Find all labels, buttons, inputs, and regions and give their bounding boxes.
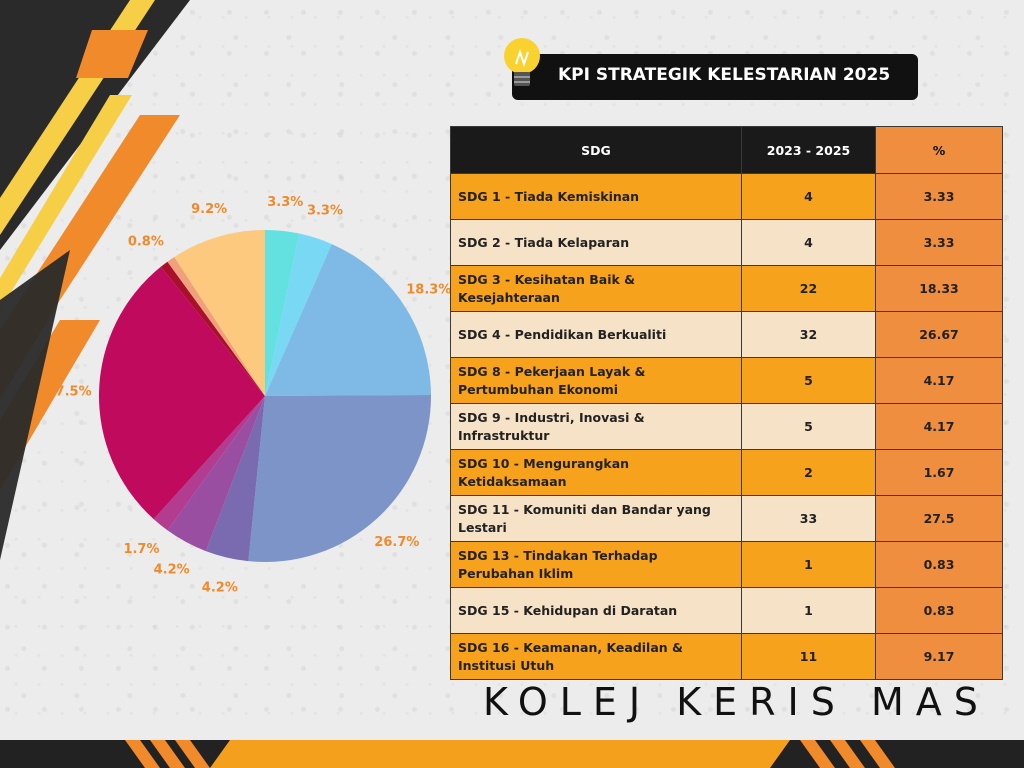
table-row: SDG 4 - Pendidikan Berkualiti 32 26.67 — [450, 311, 1003, 358]
pie-slice — [174, 230, 265, 396]
pie-data-label: 4.2% — [154, 562, 190, 577]
cell-sdg: SDG 16 - Keamanan, Keadilan & Institusi … — [450, 633, 742, 680]
pie-slice — [167, 396, 265, 552]
table-row: SDG 11 - Komuniti dan Bandar yang Lestar… — [450, 495, 1003, 542]
col-header-sdg: SDG — [450, 126, 742, 174]
pie-data-label: 27.5% — [47, 384, 92, 399]
cell-count: 22 — [741, 265, 876, 312]
cell-count: 4 — [741, 173, 876, 220]
pie-slice — [265, 233, 332, 396]
cell-percent: 26.67 — [875, 311, 1003, 358]
cell-percent: 4.17 — [875, 357, 1003, 404]
table-header-row: SDG 2023 - 2025 % — [450, 126, 1003, 174]
cell-count: 1 — [741, 587, 876, 634]
cell-count: 5 — [741, 403, 876, 450]
cell-percent: 4.17 — [875, 403, 1003, 450]
cell-count: 33 — [741, 495, 876, 542]
cell-sdg: SDG 1 - Tiada Kemiskinan — [450, 173, 742, 220]
cell-percent: 3.33 — [875, 219, 1003, 266]
pie-slice — [248, 394, 432, 562]
cell-sdg: SDG 2 - Tiada Kelaparan — [450, 219, 742, 266]
pie-slice — [160, 261, 265, 396]
cell-count: 1 — [741, 541, 876, 588]
cell-percent: 0.83 — [875, 541, 1003, 588]
cell-percent: 18.33 — [875, 265, 1003, 312]
pie-slice — [205, 396, 265, 562]
pie-slice — [265, 230, 300, 396]
title-bar — [512, 54, 918, 100]
cell-percent: 3.33 — [875, 173, 1003, 220]
pie-slice — [153, 396, 265, 531]
col-header-period: 2023 - 2025 — [741, 126, 876, 174]
pie-data-label: 3.3% — [267, 195, 303, 210]
cell-count: 4 — [741, 219, 876, 266]
pie-data-label: 26.7% — [374, 535, 419, 550]
pie-data-label: 4.2% — [202, 581, 238, 596]
cell-count: 11 — [741, 633, 876, 680]
table-row: SDG 16 - Keamanan, Keadilan & Institusi … — [450, 633, 1003, 680]
kpi-table: SDG 2023 - 2025 % SDG 1 - Tiada Kemiskin… — [450, 126, 1003, 680]
table-row: SDG 2 - Tiada Kelaparan 4 3.33 — [450, 219, 1003, 266]
table-row: SDG 10 - Mengurangkan Ketidaksamaan 2 1.… — [450, 449, 1003, 496]
cell-count: 2 — [741, 449, 876, 496]
cell-percent: 27.5 — [875, 495, 1003, 542]
cell-sdg: SDG 13 - Tindakan Terhadap Perubahan Ikl… — [450, 541, 742, 588]
pie-data-label: 3.3% — [307, 203, 343, 218]
pie-data-label: 0.8% — [128, 234, 164, 249]
cell-sdg: SDG 11 - Komuniti dan Bandar yang Lestar… — [450, 495, 742, 542]
pie-data-label: 18.3% — [406, 282, 451, 297]
cell-count: 32 — [741, 311, 876, 358]
cell-percent: 9.17 — [875, 633, 1003, 680]
pie-slice — [265, 244, 431, 396]
cell-sdg: SDG 10 - Mengurangkan Ketidaksamaan — [450, 449, 742, 496]
pie-slice — [99, 266, 266, 520]
table-row: SDG 3 - Kesihatan Baik & Kesejahteraan 2… — [450, 265, 1003, 312]
cell-sdg: SDG 8 - Pekerjaan Layak & Pertumbuhan Ek… — [450, 357, 742, 404]
pie-slice — [167, 256, 265, 396]
cell-sdg: SDG 3 - Kesihatan Baik & Kesejahteraan — [450, 265, 742, 312]
cell-count: 5 — [741, 357, 876, 404]
table-row: SDG 9 - Industri, Inovasi & Infrastruktu… — [450, 403, 1003, 450]
cell-percent: 0.83 — [875, 587, 1003, 634]
pie-data-label: 1.7% — [123, 542, 159, 557]
table-row: SDG 8 - Pekerjaan Layak & Pertumbuhan Ek… — [450, 357, 1003, 404]
table-row: SDG 1 - Tiada Kemiskinan 4 3.33 — [450, 173, 1003, 220]
cell-sdg: SDG 15 - Kehidupan di Daratan — [450, 587, 742, 634]
pie-data-label: 9.2% — [191, 202, 227, 217]
table-row: SDG 13 - Tindakan Terhadap Perubahan Ikl… — [450, 541, 1003, 588]
cell-percent: 1.67 — [875, 449, 1003, 496]
cell-sdg: SDG 9 - Industri, Inovasi & Infrastruktu… — [450, 403, 742, 450]
page-title: KPI STRATEGIK KELESTARIAN 2025 — [558, 65, 891, 85]
brand-name: KOLEJ KERIS MAS — [483, 680, 990, 724]
cell-sdg: SDG 4 - Pendidikan Berkualiti — [450, 311, 742, 358]
table-row: SDG 15 - Kehidupan di Daratan 1 0.83 — [450, 587, 1003, 634]
col-header-percent: % — [875, 126, 1003, 174]
lightbulb-icon — [504, 38, 540, 86]
